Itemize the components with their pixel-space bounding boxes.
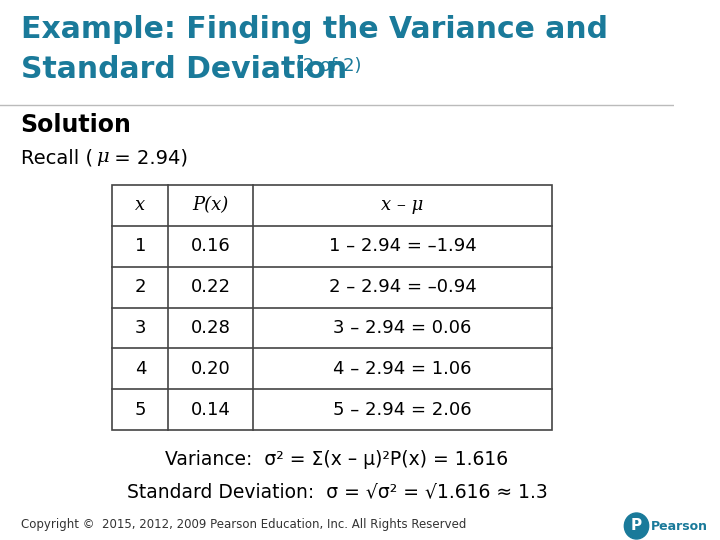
Text: 0.16: 0.16 bbox=[191, 237, 230, 255]
Text: 4 – 2.94 = 1.06: 4 – 2.94 = 1.06 bbox=[333, 360, 472, 378]
Text: 0.14: 0.14 bbox=[191, 401, 230, 418]
Text: Variance:  σ² = Σ(x – μ)²P(x) = 1.616: Variance: σ² = Σ(x – μ)²P(x) = 1.616 bbox=[166, 450, 508, 469]
Text: x: x bbox=[135, 197, 145, 214]
Text: 1 – 2.94 = –1.94: 1 – 2.94 = –1.94 bbox=[328, 237, 477, 255]
Bar bbox=[112, 185, 552, 430]
Text: P(x): P(x) bbox=[192, 197, 229, 214]
Text: = 2.94): = 2.94) bbox=[108, 148, 188, 167]
Text: 0.28: 0.28 bbox=[191, 319, 230, 337]
Text: 5 – 2.94 = 2.06: 5 – 2.94 = 2.06 bbox=[333, 401, 472, 418]
Text: Solution: Solution bbox=[21, 113, 132, 137]
Text: 3 – 2.94 = 0.06: 3 – 2.94 = 0.06 bbox=[333, 319, 472, 337]
Text: 4: 4 bbox=[135, 360, 146, 378]
Text: Pearson: Pearson bbox=[651, 519, 708, 532]
Text: Example: Finding the Variance and: Example: Finding the Variance and bbox=[21, 15, 608, 44]
Text: 0.22: 0.22 bbox=[191, 278, 230, 296]
Text: 5: 5 bbox=[135, 401, 146, 418]
Text: 2: 2 bbox=[135, 278, 146, 296]
Text: x – μ: x – μ bbox=[382, 197, 423, 214]
Text: 0.20: 0.20 bbox=[191, 360, 230, 378]
Text: Standard Deviation:  σ = √σ² = √1.616 ≈ 1.3: Standard Deviation: σ = √σ² = √1.616 ≈ 1… bbox=[127, 482, 547, 501]
Text: 3: 3 bbox=[135, 319, 146, 337]
Text: Recall (: Recall ( bbox=[21, 148, 93, 167]
Text: μ: μ bbox=[96, 148, 109, 166]
Text: Standard Deviation: Standard Deviation bbox=[21, 55, 347, 84]
Text: 1: 1 bbox=[135, 237, 146, 255]
Text: Copyright ©  2015, 2012, 2009 Pearson Education, Inc. All Rights Reserved: Copyright © 2015, 2012, 2009 Pearson Edu… bbox=[21, 518, 466, 531]
Circle shape bbox=[624, 513, 649, 539]
Text: P: P bbox=[631, 518, 642, 534]
Text: (2 of 2): (2 of 2) bbox=[290, 57, 361, 75]
Text: 2 – 2.94 = –0.94: 2 – 2.94 = –0.94 bbox=[328, 278, 477, 296]
